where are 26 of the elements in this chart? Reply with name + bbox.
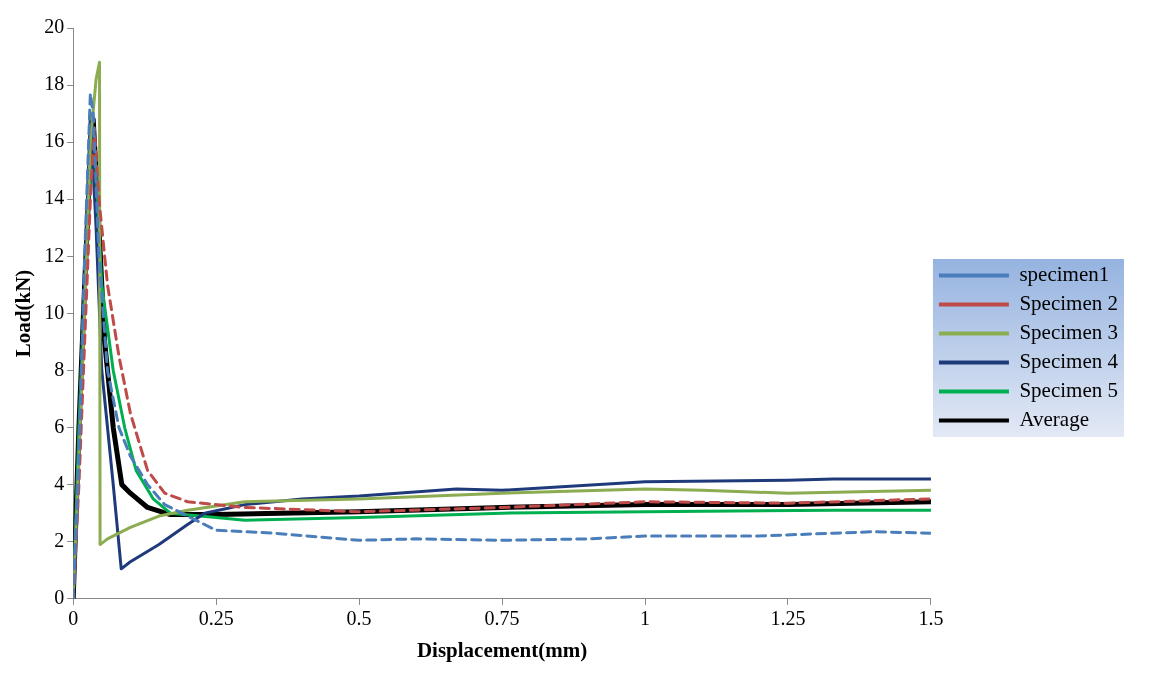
x-tick-label: 0.25: [198, 607, 234, 630]
y-axis-title: Load(kN): [11, 269, 36, 358]
y-tick-label: 6: [54, 414, 65, 437]
y-tick-label: 0: [54, 586, 65, 609]
x-tick-label: 0: [68, 607, 79, 630]
y-tick-label: 16: [44, 129, 65, 152]
x-tick-label: 0.5: [346, 607, 372, 630]
y-tick-label: 8: [54, 357, 65, 380]
x-tick-label: 0.75: [484, 607, 520, 630]
legend-label: Specimen 5: [1019, 378, 1118, 403]
y-tick-label: 4: [54, 471, 65, 494]
legend-label: Specimen 2: [1019, 291, 1118, 316]
x-tick-label: 1.25: [770, 607, 806, 630]
y-tick-label: 12: [44, 243, 65, 266]
y-tick-label: 2: [54, 528, 65, 551]
legend-label: specimen1: [1019, 262, 1110, 287]
y-tick-label: 14: [44, 186, 65, 209]
legend-label: Specimen 4: [1019, 349, 1119, 374]
y-tick-label: 18: [44, 72, 65, 95]
x-axis-title: Displacement(mm): [416, 637, 588, 662]
x-tick-label: 1: [640, 607, 651, 630]
legend-label: Specimen 3: [1019, 320, 1118, 345]
legend-label: Average: [1019, 407, 1089, 432]
y-tick-label: 20: [44, 15, 65, 38]
x-tick-label: 1.5: [918, 607, 944, 630]
y-tick-label: 10: [44, 300, 65, 323]
